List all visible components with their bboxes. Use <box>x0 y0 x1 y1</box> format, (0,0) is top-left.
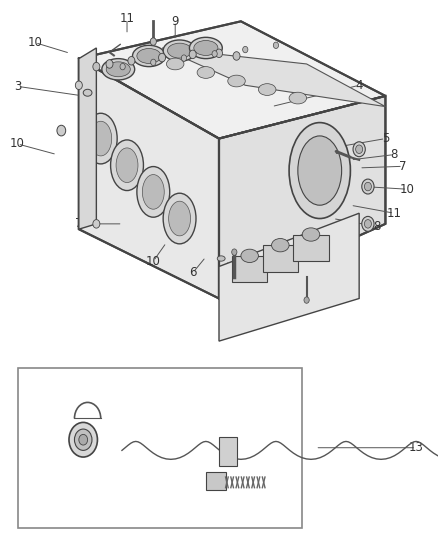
Ellipse shape <box>289 92 307 104</box>
Circle shape <box>362 216 374 231</box>
Circle shape <box>120 63 125 70</box>
Circle shape <box>353 142 365 157</box>
Polygon shape <box>79 48 96 229</box>
Ellipse shape <box>194 41 218 55</box>
Circle shape <box>128 56 135 65</box>
Ellipse shape <box>302 228 320 241</box>
Ellipse shape <box>163 193 196 244</box>
Ellipse shape <box>102 59 135 80</box>
Polygon shape <box>79 59 219 298</box>
Circle shape <box>232 249 237 255</box>
Ellipse shape <box>197 67 215 78</box>
Circle shape <box>273 42 279 49</box>
Ellipse shape <box>167 43 191 58</box>
Circle shape <box>151 59 156 66</box>
Circle shape <box>93 62 100 71</box>
Ellipse shape <box>110 140 143 191</box>
Ellipse shape <box>84 114 117 164</box>
Ellipse shape <box>90 122 112 156</box>
Ellipse shape <box>83 90 92 96</box>
Ellipse shape <box>166 58 184 70</box>
Text: 7: 7 <box>311 244 319 257</box>
Circle shape <box>189 50 196 59</box>
Text: 12: 12 <box>220 270 235 282</box>
Text: 6: 6 <box>189 266 197 279</box>
Ellipse shape <box>163 40 196 61</box>
Polygon shape <box>263 245 298 272</box>
Ellipse shape <box>74 429 92 450</box>
Ellipse shape <box>79 434 88 445</box>
Ellipse shape <box>217 256 225 261</box>
Text: 5: 5 <box>382 132 389 145</box>
Circle shape <box>212 51 217 57</box>
Circle shape <box>215 49 223 58</box>
Text: 7: 7 <box>399 160 407 173</box>
Text: 14: 14 <box>36 474 51 487</box>
Circle shape <box>362 179 374 194</box>
Ellipse shape <box>289 123 350 219</box>
Ellipse shape <box>137 166 170 217</box>
Ellipse shape <box>258 84 276 95</box>
Text: 10: 10 <box>28 36 42 49</box>
Circle shape <box>150 38 156 45</box>
Circle shape <box>233 52 240 60</box>
Ellipse shape <box>106 62 131 77</box>
Text: 3: 3 <box>14 80 21 93</box>
Ellipse shape <box>228 75 245 87</box>
Circle shape <box>106 60 113 68</box>
Circle shape <box>181 55 187 61</box>
Polygon shape <box>219 213 359 341</box>
Circle shape <box>93 220 100 228</box>
Circle shape <box>75 81 82 90</box>
Ellipse shape <box>169 201 191 236</box>
Bar <box>219 437 237 466</box>
Circle shape <box>364 220 371 228</box>
Ellipse shape <box>189 37 222 59</box>
Text: 7: 7 <box>75 217 83 230</box>
Ellipse shape <box>137 49 161 63</box>
Text: 11: 11 <box>120 12 134 25</box>
Text: 10: 10 <box>10 138 25 150</box>
Ellipse shape <box>69 422 97 457</box>
Polygon shape <box>79 21 385 139</box>
Circle shape <box>356 145 363 154</box>
Ellipse shape <box>241 249 258 263</box>
Circle shape <box>304 297 309 303</box>
Circle shape <box>159 53 166 62</box>
FancyArrow shape <box>335 150 350 158</box>
Circle shape <box>364 182 371 191</box>
Polygon shape <box>219 96 385 298</box>
Text: 8: 8 <box>373 220 380 233</box>
Text: 10: 10 <box>400 183 415 196</box>
Ellipse shape <box>142 175 164 209</box>
Ellipse shape <box>116 148 138 182</box>
Ellipse shape <box>132 45 166 67</box>
Polygon shape <box>232 256 267 282</box>
Ellipse shape <box>272 239 289 252</box>
Text: 8: 8 <box>391 148 398 161</box>
Text: 2: 2 <box>285 263 293 276</box>
Text: 4: 4 <box>355 79 363 92</box>
Text: 13: 13 <box>409 441 424 454</box>
Text: 10: 10 <box>146 255 161 268</box>
Bar <box>206 472 226 490</box>
Text: 15: 15 <box>168 420 183 433</box>
Circle shape <box>57 125 66 136</box>
Text: 11: 11 <box>387 207 402 220</box>
Circle shape <box>243 46 248 53</box>
Polygon shape <box>162 48 385 107</box>
Ellipse shape <box>298 136 342 205</box>
FancyBboxPatch shape <box>18 368 302 528</box>
Polygon shape <box>293 235 328 261</box>
Text: 9: 9 <box>171 15 179 28</box>
